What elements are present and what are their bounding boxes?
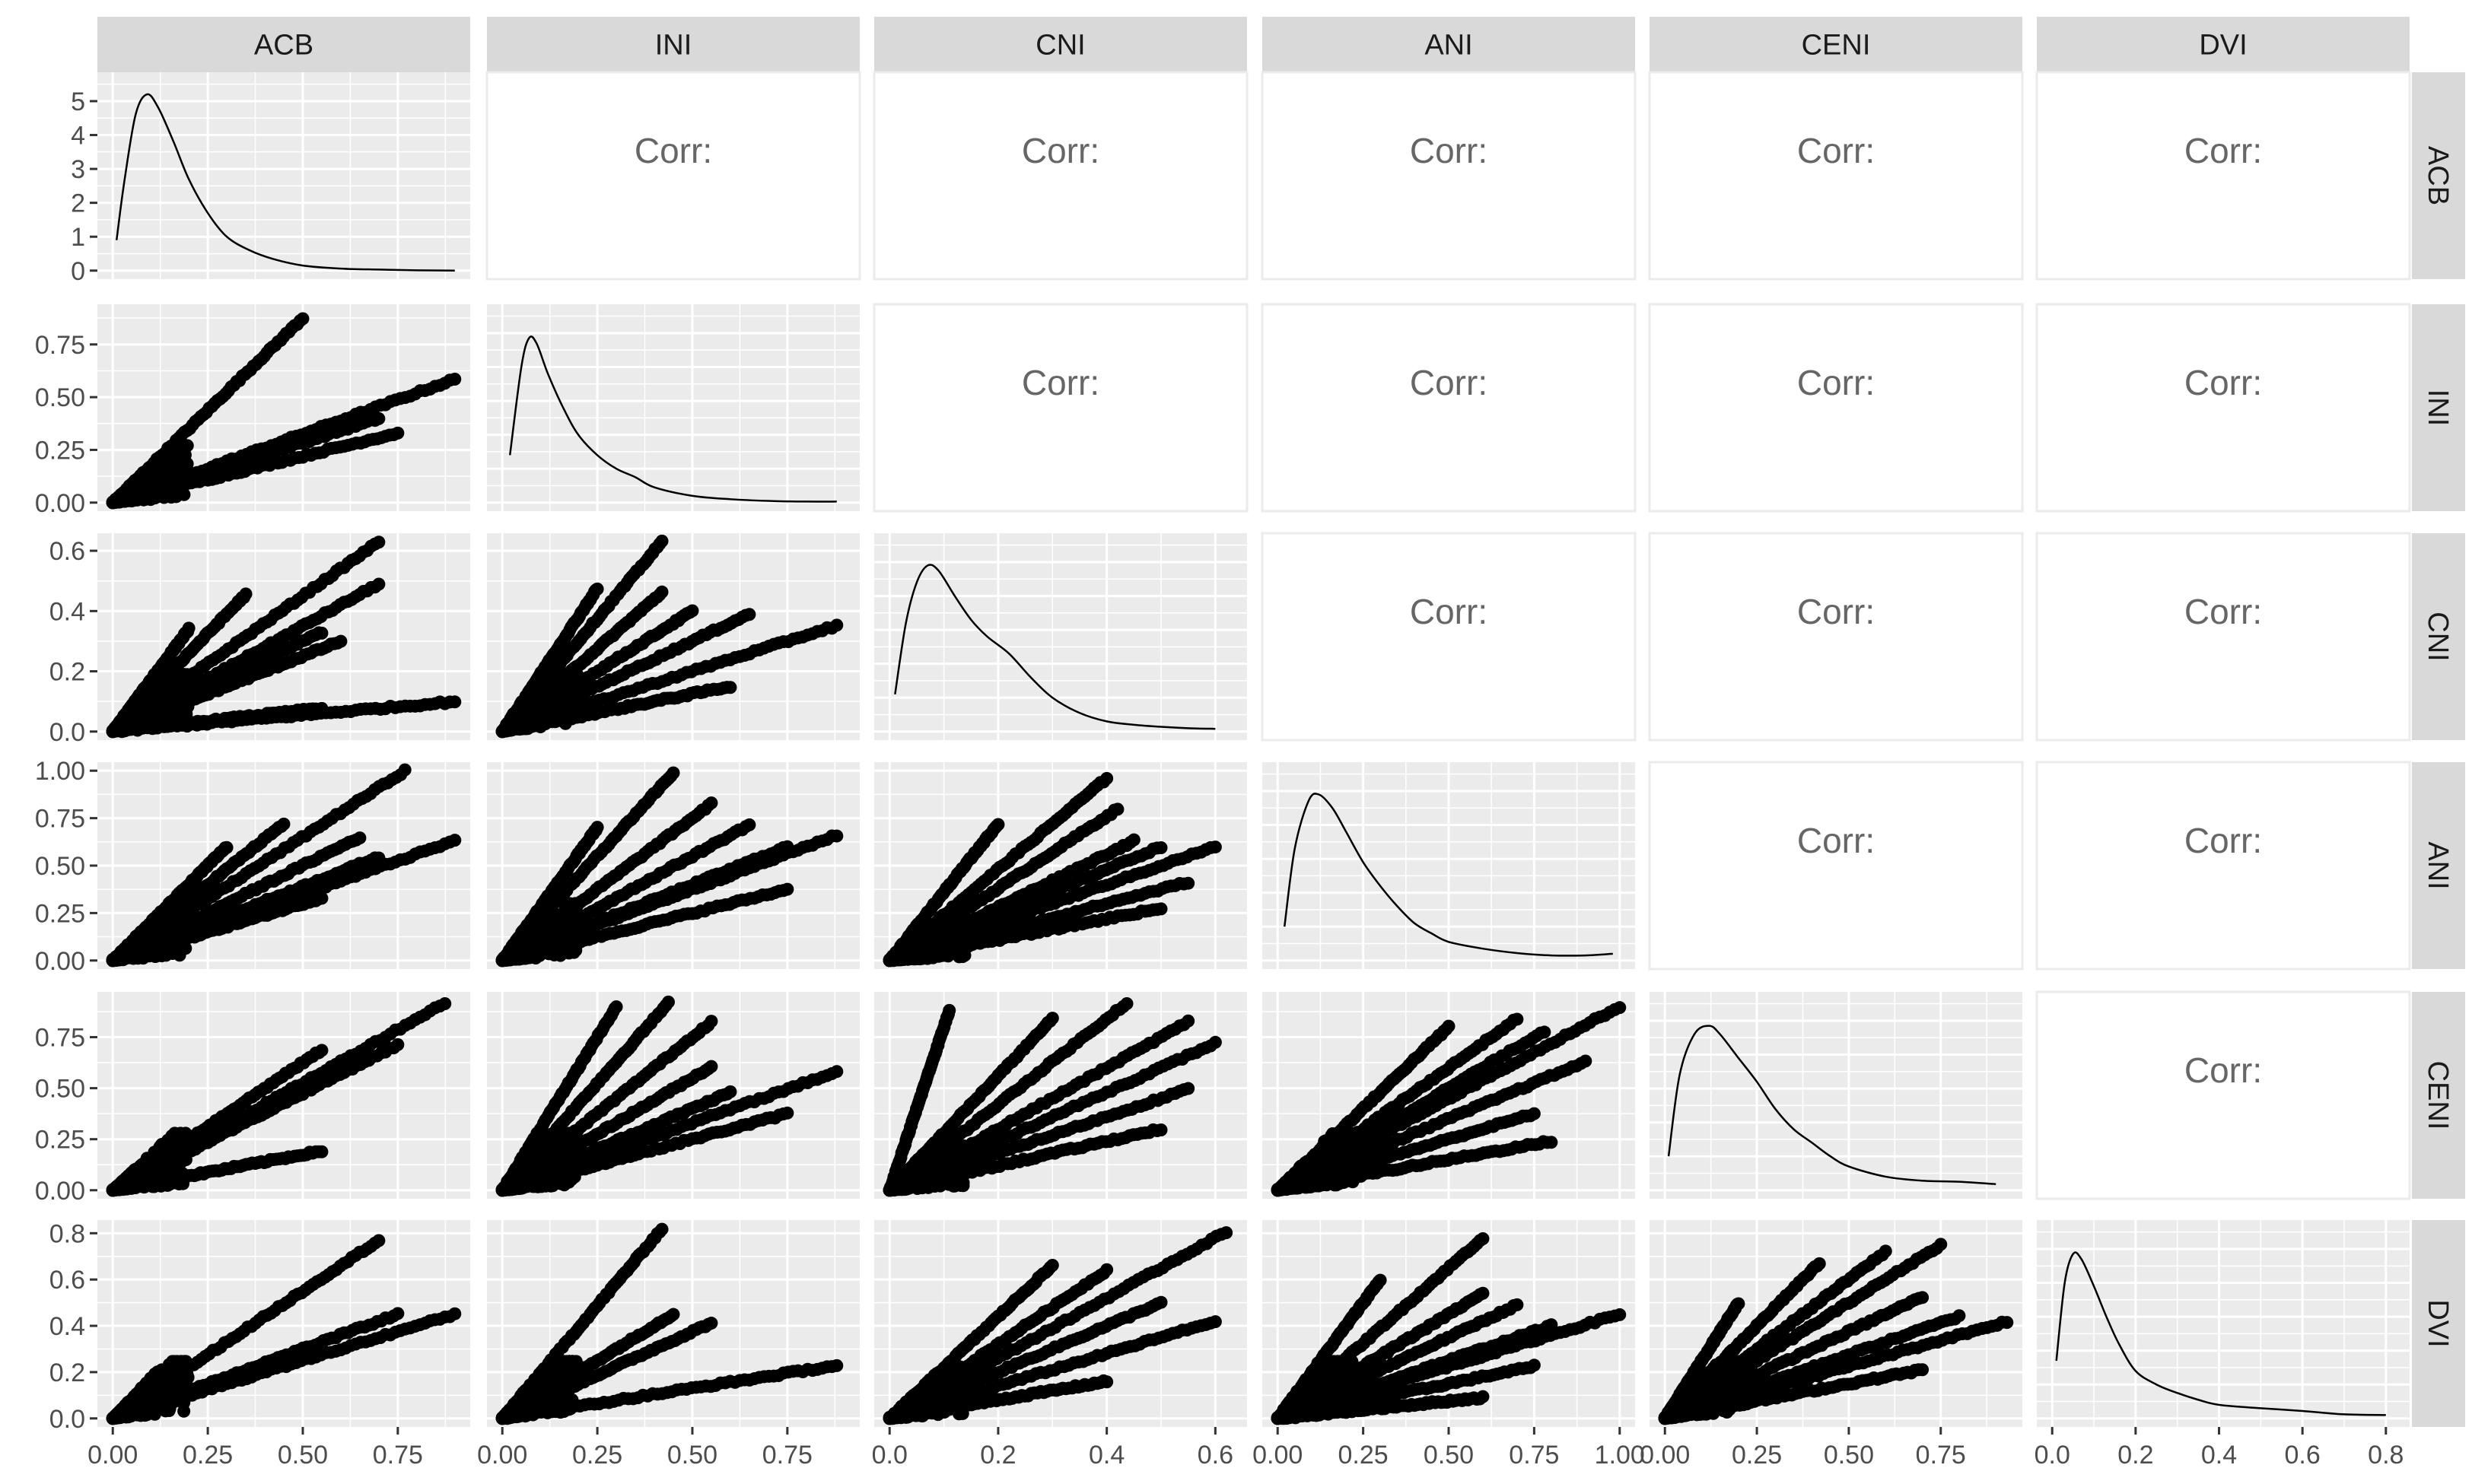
corr-label: Corr:: [1410, 131, 1487, 170]
scatter-point: [182, 621, 196, 635]
scatter-point: [220, 841, 234, 854]
scatter-point: [830, 618, 844, 632]
scatter-point: [315, 626, 329, 640]
corr-label: Corr:: [1797, 131, 1875, 170]
panel-acb-ceni: Corr:: [1648, 71, 2024, 281]
column-label-dvi: DVI: [2199, 30, 2247, 62]
column-strip-dvi: [2037, 17, 2410, 72]
panel-ini-cni: Corr:: [873, 303, 1249, 513]
scatter-point: [724, 681, 737, 694]
corr-label: Corr:: [1022, 131, 1099, 170]
row-label-dvi: DVI: [2422, 1299, 2454, 1347]
column-strip-cni: [874, 17, 1247, 72]
panel-ini-ini: [487, 304, 860, 511]
scatter-point: [353, 831, 367, 845]
column-strip-ani: [1262, 17, 1635, 72]
scatter-point: [686, 604, 699, 618]
row-strip-ani: [2412, 762, 2465, 969]
scatter-point: [239, 587, 253, 601]
panel-cni-dvi: Corr:: [2035, 532, 2411, 742]
scatter-point: [448, 373, 462, 386]
scatter-point: [334, 634, 348, 648]
row-strip-ceni: [2412, 992, 2465, 1199]
corr-label: Corr:: [1797, 363, 1875, 402]
row-label-ani: ANI: [2422, 841, 2454, 889]
scatter-point: [655, 534, 669, 548]
corr-label: Corr:: [2184, 363, 2262, 402]
column-label-ceni: CENI: [1802, 30, 1871, 62]
row-strip-ini: [2412, 304, 2465, 511]
column-label-ini: INI: [655, 30, 692, 62]
row-label-ini: INI: [2422, 389, 2454, 427]
panel-cni-cni: [874, 533, 1247, 740]
scatter-point: [590, 582, 604, 596]
scatter-point: [372, 577, 386, 591]
row-label-acb: ACB: [2422, 146, 2454, 205]
panel-ani-acb: [97, 762, 470, 969]
panel-acb-acb: [97, 72, 470, 279]
scatter-point: [277, 817, 291, 831]
row-label-ceni: CENI: [2422, 1061, 2454, 1130]
column-label-ani: ANI: [1424, 30, 1472, 62]
corr-label: Corr:: [1797, 592, 1875, 631]
corr-label: Corr:: [635, 131, 712, 170]
scatter-point: [315, 891, 329, 905]
scatter-point: [590, 821, 604, 834]
corr-label: Corr:: [2184, 131, 2262, 170]
scatter-point: [830, 829, 844, 843]
panel-ini-dvi: Corr:: [2035, 303, 2411, 513]
scatter-point: [655, 585, 669, 599]
panel-cni-acb: [97, 533, 470, 740]
row-label-cni: CNI: [2422, 612, 2454, 661]
scatter-point: [743, 608, 756, 621]
column-strip-ini: [487, 17, 860, 72]
panel-cni-ani: Corr:: [1261, 532, 1637, 742]
scatter-point: [667, 766, 680, 780]
column-strip-ceni: [1650, 17, 2022, 72]
scatter-point: [398, 763, 412, 777]
corr-label: Corr:: [1410, 363, 1487, 402]
scatter-point: [372, 535, 386, 549]
corr-label: Corr:: [2184, 592, 2262, 631]
corr-label: Corr:: [1410, 592, 1487, 631]
scatter-point: [372, 412, 386, 425]
panel-acb-dvi: Corr:: [2035, 71, 2411, 281]
panel-ani-cni: [874, 762, 1247, 969]
scatter-point: [448, 695, 462, 709]
scatter-point: [781, 882, 794, 896]
column-label-acb: ACB: [254, 30, 313, 62]
scatter-point: [391, 426, 405, 440]
panel-acb-cni: Corr:: [873, 71, 1249, 281]
panel-cni-ini: [487, 533, 860, 740]
column-label-cni: CNI: [1036, 30, 1085, 62]
column-strip-acb: [97, 17, 470, 72]
scatter-points: [106, 312, 462, 510]
scatter-point: [448, 834, 462, 847]
panel-ini-acb: [97, 304, 470, 511]
scatter-point: [296, 312, 310, 326]
row-strip-cni: [2412, 533, 2465, 740]
panel-ani-ini: [487, 762, 860, 969]
corr-label: Corr:: [1022, 363, 1099, 402]
panel-ini-ani: Corr:: [1261, 303, 1637, 513]
row-strip-dvi: [2412, 1220, 2465, 1427]
panel-ini-ceni: Corr:: [1648, 303, 2024, 513]
row-strip-acb: [2412, 72, 2465, 279]
panel-acb-ani: Corr:: [1261, 71, 1637, 281]
density-curve-acb: [115, 93, 455, 272]
panel-acb-ini: Corr:: [485, 71, 861, 281]
scatter-point: [743, 818, 756, 831]
panel-cni-ceni: Corr:: [1648, 532, 2024, 742]
scatter-point: [705, 796, 718, 810]
